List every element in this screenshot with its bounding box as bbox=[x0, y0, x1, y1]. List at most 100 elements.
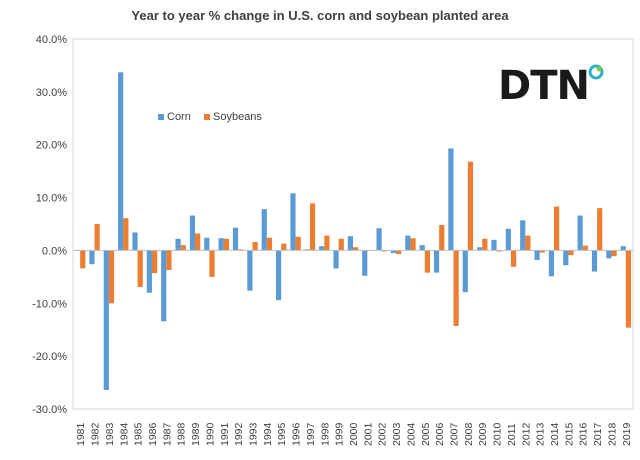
x-tick-label: 1989 bbox=[190, 422, 202, 446]
bar-soybeans-1987 bbox=[166, 250, 172, 270]
x-tick-label: 2000 bbox=[348, 422, 360, 446]
bar-soybeans-1997 bbox=[309, 203, 316, 251]
bar-soybeans-2007 bbox=[453, 250, 459, 327]
x-tick-label: 2006 bbox=[434, 422, 446, 446]
legend-swatch-corn bbox=[158, 114, 164, 120]
bar-soybeans-2002 bbox=[381, 250, 387, 252]
bar-corn-1995 bbox=[276, 250, 282, 301]
x-tick-label: 2007 bbox=[449, 422, 461, 446]
bar-corn-1987 bbox=[161, 250, 167, 322]
legend-label-corn: Corn bbox=[167, 111, 191, 123]
x-tick-label: 2015 bbox=[563, 422, 575, 446]
bar-soybeans-2013 bbox=[539, 250, 545, 253]
bar-corn-1994 bbox=[261, 209, 267, 251]
y-tick-label: 40.0% bbox=[36, 34, 67, 46]
legend-swatch-soybeans bbox=[204, 114, 210, 120]
x-tick-label: 1984 bbox=[118, 422, 130, 446]
legend: Corn Soybeans bbox=[158, 111, 262, 123]
bar-soybeans-1986 bbox=[151, 250, 158, 274]
bar-soybeans-1996 bbox=[295, 236, 301, 251]
dtn-logo: DTN bbox=[498, 64, 608, 108]
bar-corn-2003 bbox=[390, 250, 397, 254]
bar-soybeans-2018 bbox=[611, 250, 617, 257]
bar-corn-2018 bbox=[606, 250, 612, 259]
bar-corn-1991 bbox=[218, 238, 224, 251]
x-tick-label: 2013 bbox=[535, 422, 547, 446]
x-tick-label: 1996 bbox=[291, 422, 303, 446]
chart-title: Year to year % change in U.S. corn and s… bbox=[131, 8, 509, 23]
bar-corn-1983 bbox=[103, 250, 109, 390]
x-tick-label: 1983 bbox=[104, 422, 116, 446]
bar-corn-2004 bbox=[405, 235, 411, 251]
y-tick-label: -10.0% bbox=[32, 298, 67, 310]
y-tick-label: -20.0% bbox=[32, 351, 67, 363]
bar-corn-2014 bbox=[548, 250, 555, 277]
x-tick-label: 1993 bbox=[247, 422, 259, 446]
x-tick-label: 2002 bbox=[377, 422, 389, 446]
x-tick-label: 1985 bbox=[133, 422, 145, 446]
bar-corn-2008 bbox=[462, 250, 468, 293]
bar-soybeans-2010 bbox=[496, 250, 502, 252]
legend-label-soybeans: Soybeans bbox=[213, 111, 262, 123]
y-tick-label: 20.0% bbox=[36, 140, 67, 152]
x-tick-label: 1997 bbox=[305, 422, 317, 446]
bar-corn-1982 bbox=[89, 250, 95, 265]
bar-corn-1992 bbox=[232, 227, 239, 251]
bar-corn-1997 bbox=[304, 249, 310, 251]
bar-soybeans-2016 bbox=[582, 245, 588, 251]
x-tick-label: 2014 bbox=[549, 422, 561, 446]
bar-corn-1986 bbox=[146, 250, 152, 293]
x-tick-label: 1998 bbox=[319, 422, 331, 446]
bar-soybeans-1999 bbox=[338, 238, 344, 251]
bar-corn-2009 bbox=[477, 247, 483, 251]
bar-soybeans-2003 bbox=[396, 250, 402, 255]
bar-soybeans-1991 bbox=[223, 238, 229, 251]
x-tick-label: 1987 bbox=[161, 422, 173, 446]
bar-soybeans-2000 bbox=[353, 247, 359, 251]
x-tick-label: 2019 bbox=[621, 422, 633, 446]
bar-corn-2000 bbox=[347, 236, 353, 251]
plot-frame bbox=[72, 38, 634, 410]
bar-soybeans-1981 bbox=[80, 250, 86, 269]
bar-soybeans-2009 bbox=[482, 238, 488, 251]
x-tick-label: 2003 bbox=[391, 422, 403, 446]
bar-soybeans-1998 bbox=[324, 235, 330, 251]
y-tick-label: 10.0% bbox=[36, 193, 67, 205]
bar-soybeans-1995 bbox=[281, 243, 287, 251]
bar-soybeans-2006 bbox=[439, 225, 445, 251]
bar-corn-2002 bbox=[376, 228, 382, 251]
bar-corn-1985 bbox=[132, 232, 138, 251]
x-tick-label: 1982 bbox=[90, 422, 102, 446]
bar-soybeans-1982 bbox=[94, 224, 100, 251]
bar-soybeans-2017 bbox=[597, 208, 603, 251]
bar-corn-2007 bbox=[448, 148, 454, 251]
bar-soybeans-1983 bbox=[108, 250, 115, 304]
x-axis: 1981 1982 1983 1984 1985 1986 1987 1988 1989 1990… bbox=[75, 422, 633, 446]
bar-soybeans-1989 bbox=[195, 233, 201, 251]
bar-soybeans-2011 bbox=[510, 250, 517, 267]
bar-corn-2010 bbox=[491, 239, 497, 251]
bar-soybeans-1985 bbox=[137, 250, 143, 287]
bar-corn-1988 bbox=[175, 238, 181, 251]
x-tick-label: 2016 bbox=[578, 422, 590, 446]
bar-soybeans-2004 bbox=[410, 238, 416, 251]
bar-corn-1999 bbox=[333, 250, 339, 269]
bar-corn-1989 bbox=[189, 215, 196, 251]
bar-corn-2012 bbox=[520, 220, 526, 251]
x-tick-label: 2004 bbox=[405, 422, 417, 446]
bar-soybeans-2019 bbox=[625, 250, 632, 328]
x-tick-label: 1992 bbox=[233, 422, 245, 446]
x-tick-label: 2018 bbox=[606, 422, 618, 446]
y-tick-label: -30.0% bbox=[32, 404, 67, 416]
x-tick-label: 2017 bbox=[592, 422, 604, 446]
x-tick-label: 2005 bbox=[420, 422, 432, 446]
x-tick-label: 2011 bbox=[506, 423, 518, 446]
bar-soybeans-2015 bbox=[568, 250, 574, 256]
y-axis: -30.0% -20.0% -10.0% 0.0% 10.0% 20.0% 30.0% 40.… bbox=[32, 34, 67, 416]
bar-corn-2001 bbox=[362, 250, 368, 276]
bar-soybeans-1993 bbox=[252, 241, 258, 251]
x-tick-label: 1986 bbox=[147, 422, 159, 446]
bar-corn-2016 bbox=[577, 215, 583, 251]
bar-corn-2019 bbox=[620, 246, 626, 251]
